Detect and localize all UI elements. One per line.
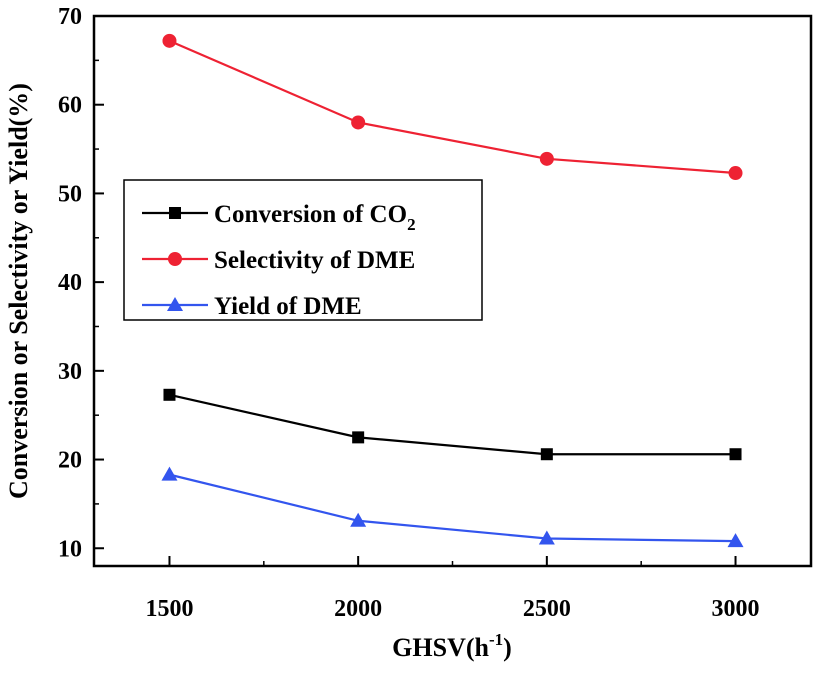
x-tick-label-2: 2500 bbox=[523, 596, 571, 622]
y-tick-label-3: 40 bbox=[58, 270, 82, 296]
x-tick-label-3: 3000 bbox=[712, 596, 760, 622]
series-0-point-1 bbox=[352, 431, 365, 444]
series-1-point-2 bbox=[539, 151, 554, 166]
legend-label-2: Yield of DME bbox=[214, 293, 362, 320]
series-group bbox=[161, 33, 744, 548]
series-1-point-0 bbox=[162, 33, 177, 48]
series-1 bbox=[162, 33, 743, 181]
legend: Conversion of CO2 Selectivity of DME Yield… bbox=[123, 179, 483, 321]
y-tick-label-1: 20 bbox=[58, 448, 82, 474]
x-axis-title-sup: -1 bbox=[489, 630, 503, 649]
x-axis-title-end: ) bbox=[503, 633, 512, 662]
series-1-point-1 bbox=[351, 115, 366, 130]
series-0-point-3 bbox=[729, 448, 742, 461]
series-2-point-2 bbox=[538, 530, 555, 545]
series-line-0 bbox=[169, 393, 736, 456]
legend-label-1: Selectivity of DME bbox=[214, 247, 415, 274]
y-tick-label-0: 10 bbox=[58, 536, 82, 562]
x-tick-label-1: 2000 bbox=[334, 596, 382, 622]
series-2-point-1 bbox=[350, 512, 367, 527]
legend-marker-1 bbox=[168, 252, 182, 266]
y-tick-label-5: 60 bbox=[58, 93, 82, 119]
legend-label-text-0: Conversion of CO bbox=[214, 201, 407, 228]
series-2 bbox=[161, 466, 744, 548]
series-0-point-2 bbox=[540, 448, 553, 461]
series-line-1 bbox=[169, 39, 736, 175]
x-axis-title: GHSV(h-1) bbox=[392, 630, 512, 662]
x-tick-label-0: 1500 bbox=[145, 596, 193, 622]
y-tick-label-2: 30 bbox=[58, 359, 82, 385]
y-axis-title: Conversion or Selectivity or Yield(%) bbox=[4, 83, 33, 499]
legend-label-0: Conversion of CO2 bbox=[214, 201, 416, 234]
x-axis-title-main: GHSV(h bbox=[392, 633, 489, 662]
series-line-2 bbox=[169, 473, 736, 543]
series-2-point-0 bbox=[161, 466, 178, 481]
series-0 bbox=[163, 388, 742, 461]
legend-marker-2 bbox=[167, 297, 183, 311]
y-tick-label-6: 70 bbox=[58, 4, 82, 30]
series-1-point-3 bbox=[728, 166, 743, 181]
ticks: 1500 2000 2500 3000 10 20 30 40 50 60 70 bbox=[58, 4, 760, 622]
series-2-point-3 bbox=[727, 533, 744, 548]
legend-label-text-2: Yield of DME bbox=[214, 293, 362, 320]
legend-label-text-1: Selectivity of DME bbox=[214, 247, 415, 274]
legend-label-sub-0: 2 bbox=[407, 215, 416, 234]
y-tick-label-4: 50 bbox=[58, 181, 82, 207]
legend-marker-0 bbox=[169, 207, 181, 219]
legend-box bbox=[123, 179, 483, 321]
series-0-point-0 bbox=[163, 388, 176, 401]
